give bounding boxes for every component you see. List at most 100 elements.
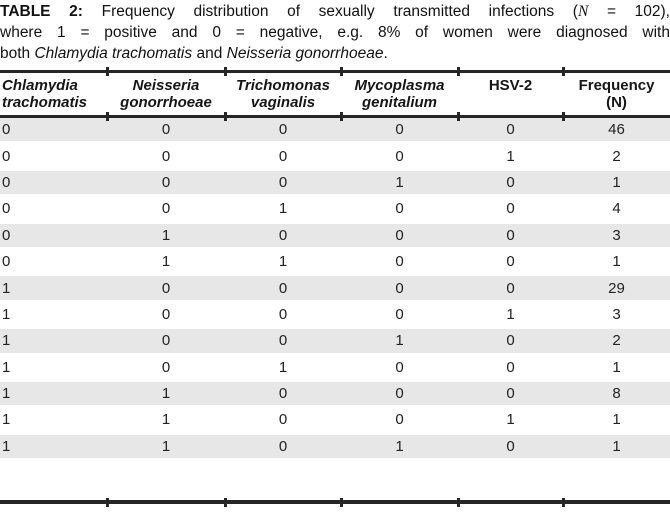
table-cell: 0 xyxy=(107,144,225,171)
column-boundary-tick xyxy=(339,497,343,507)
table-cell: 0 xyxy=(341,144,458,171)
table-cell: 1 xyxy=(563,250,670,277)
table-cell: 0 xyxy=(341,356,458,382)
table-cell: 1 xyxy=(458,303,563,330)
table-cell: 46 xyxy=(563,118,670,145)
column-boundary-tick xyxy=(223,67,227,76)
table-cell: 1 xyxy=(0,303,107,330)
caption-line-2: where 1 = positive and 0 = negative, e.g… xyxy=(0,24,670,41)
table-cell: 1 xyxy=(0,329,107,356)
caption-species-2: Neisseria gonorrhoeae xyxy=(226,45,384,62)
table-cell: 0 xyxy=(225,144,341,171)
column-header-chlamydia: Chlamydia trachomatis xyxy=(2,77,88,111)
table-cell: 1 xyxy=(563,170,670,198)
table-cell: 1 xyxy=(0,408,107,435)
table-cell: 0 xyxy=(341,276,458,303)
table-cell: 0 xyxy=(225,434,341,462)
column-boundary-tick xyxy=(456,497,460,507)
column-boundary-tick xyxy=(223,112,227,121)
table-cell: 0 xyxy=(341,381,458,409)
table-cell: 0 xyxy=(341,408,458,435)
table-row: 0 0 0 0 0 46 xyxy=(0,118,670,145)
table-cell: 1 xyxy=(563,434,670,462)
column-boundary-tick xyxy=(105,497,109,507)
table-cell: 1 xyxy=(341,170,458,198)
table-cell: 0 xyxy=(107,197,225,224)
table-cell: 0 xyxy=(341,197,458,224)
table-cell: 0 xyxy=(107,356,225,382)
table-cell: 1 xyxy=(563,356,670,382)
table-cell: 29 xyxy=(563,276,670,303)
table-cell: 1 xyxy=(341,434,458,462)
table-cell: 0 xyxy=(107,303,225,330)
table-top-rule xyxy=(0,70,670,73)
column-boundary-tick xyxy=(223,497,227,507)
table-cell: 1 xyxy=(0,381,107,409)
column-boundary-tick xyxy=(339,67,343,76)
table-cell: 1 xyxy=(107,223,225,250)
table-header-row: Chlamydia trachomatis Neisseria gonorrho… xyxy=(0,73,670,118)
table-cell: 0 xyxy=(225,381,341,409)
table-cell: 1 xyxy=(225,197,341,224)
table-cell: 0 xyxy=(0,250,107,277)
column-boundary-tick xyxy=(339,112,343,121)
column-boundary-tick xyxy=(561,497,565,507)
table-cell: 2 xyxy=(563,329,670,356)
column-header-mycoplasma: Mycoplasma genitalium xyxy=(354,77,445,111)
table-cell: 1 xyxy=(0,434,107,462)
table-cell: 0 xyxy=(225,276,341,303)
column-header-frequency: Frequency (N) xyxy=(578,77,655,111)
table-cell: 0 xyxy=(458,329,563,356)
table-cell: 0 xyxy=(107,329,225,356)
caption-text: both xyxy=(0,45,35,62)
table-cell: 0 xyxy=(0,223,107,250)
caption-line-3: both Chlamydia trachomatis and Neisseria… xyxy=(0,43,670,64)
table-cell: 3 xyxy=(563,303,670,330)
caption-text: = 102), xyxy=(588,3,670,20)
table-cell: 0 xyxy=(0,197,107,224)
table-cell: 0 xyxy=(458,170,563,198)
table-cell: 1 xyxy=(341,329,458,356)
header-separator-rule xyxy=(0,115,670,118)
table-cell: 0 xyxy=(225,329,341,356)
column-boundary-tick xyxy=(105,112,109,121)
table-cell: 0 xyxy=(107,118,225,145)
column-boundary-tick xyxy=(105,67,109,76)
column-boundary-tick xyxy=(456,112,460,121)
table-cell: 1 xyxy=(107,434,225,462)
table-cell: 1 xyxy=(107,381,225,409)
table-cell: 0 xyxy=(458,434,563,462)
caption-line-1: TABLE 2: Frequency distribution of sexua… xyxy=(0,1,670,22)
table-cell: 8 xyxy=(563,381,670,409)
table-cell: 0 xyxy=(225,408,341,435)
caption-text: Frequency distribution of sexually trans… xyxy=(82,3,578,20)
table-cell: 0 xyxy=(0,170,107,198)
table-cell: 0 xyxy=(107,170,225,198)
table-cell: 3 xyxy=(563,223,670,250)
table-caption: TABLE 2: Frequency distribution of sexua… xyxy=(0,1,670,64)
table-cell: 1 xyxy=(0,276,107,303)
column-header-trichomonas: Trichomonas vaginalis xyxy=(236,77,330,111)
table-bottom-rule xyxy=(0,500,670,504)
table-cell: 0 xyxy=(225,118,341,145)
table-cell: 0 xyxy=(107,276,225,303)
table-cell: 1 xyxy=(458,408,563,435)
table-cell: 0 xyxy=(458,223,563,250)
table-cell: 4 xyxy=(563,197,670,224)
column-boundary-tick xyxy=(561,67,565,76)
table-cell: 0 xyxy=(458,197,563,224)
table-cell: 0 xyxy=(0,118,107,145)
table-row: 1 0 0 0 0 29 xyxy=(0,276,670,303)
caption-species-1: Chlamydia trachomatis xyxy=(34,45,193,62)
table-cell: 1 xyxy=(107,250,225,277)
caption-text: . xyxy=(383,45,388,62)
table-cell: 0 xyxy=(341,118,458,145)
